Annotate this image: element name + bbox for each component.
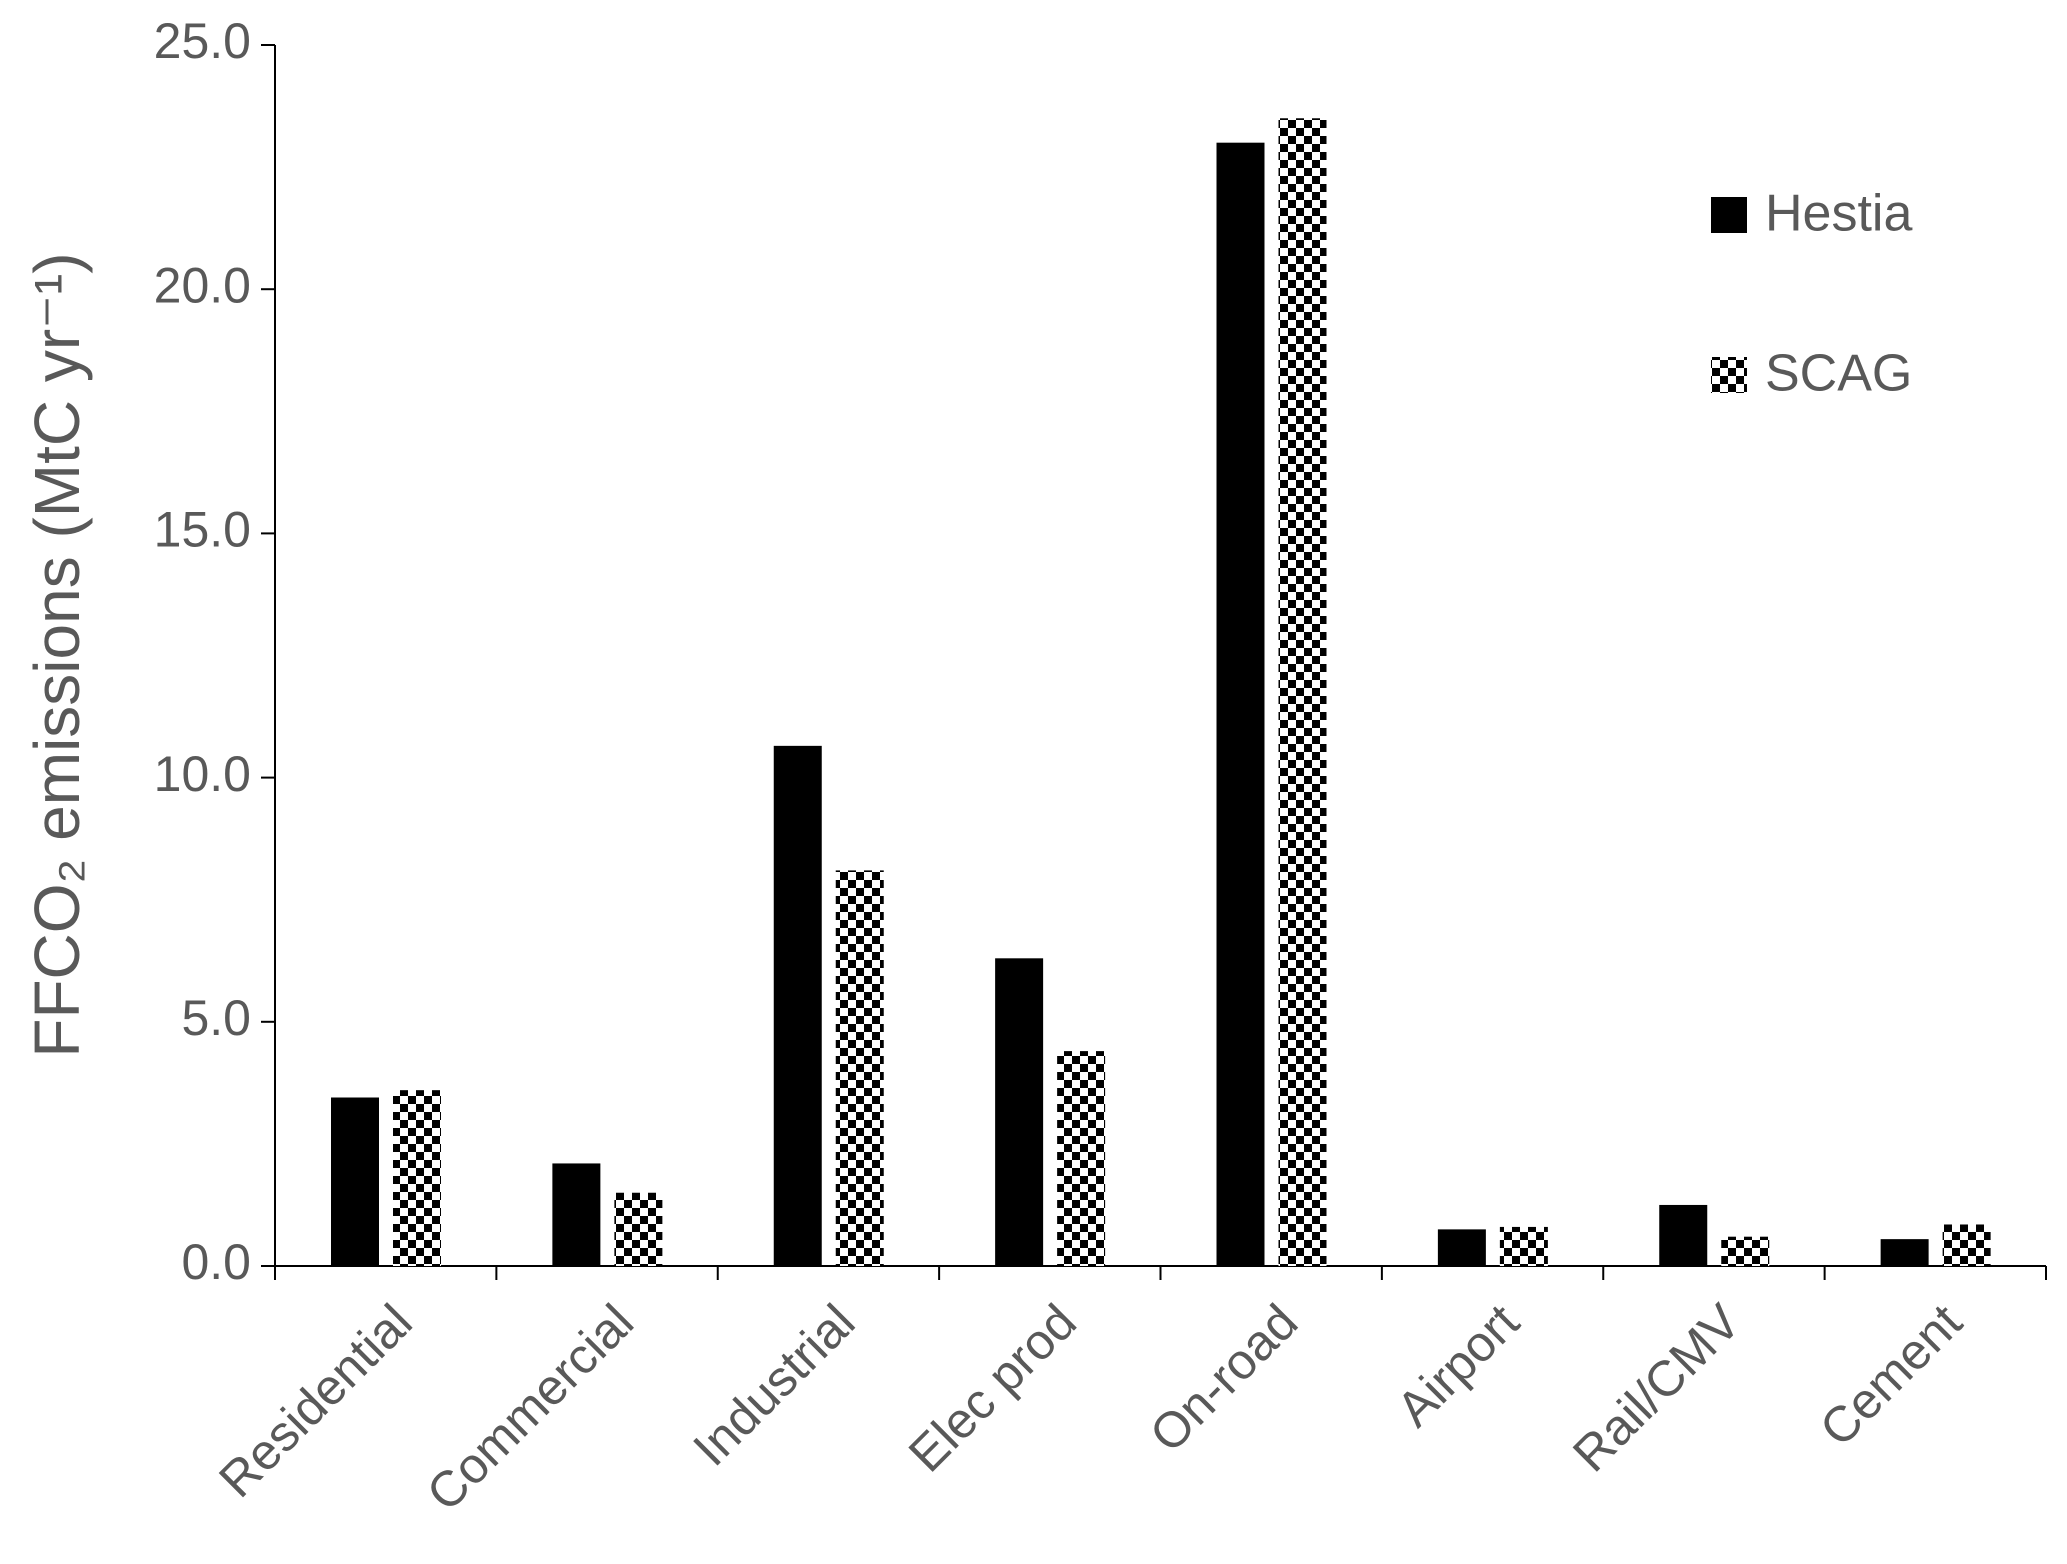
y-tick-label: 5.0	[181, 990, 251, 1046]
x-tick-label: Industrial	[682, 1294, 865, 1477]
x-tick-label: Elec prod	[898, 1294, 1087, 1483]
x-tick-label: Airport	[1386, 1293, 1530, 1437]
bar	[1437, 1229, 1486, 1266]
bar	[1721, 1236, 1770, 1266]
y-tick-label: 0.0	[181, 1234, 251, 1290]
legend-label: SCAG	[1765, 345, 1912, 403]
x-tick-label: Commercial	[416, 1294, 644, 1522]
bar	[835, 870, 884, 1266]
y-tick-label: 25.0	[154, 13, 251, 69]
x-tick-label: Residential	[208, 1294, 423, 1509]
bar	[614, 1192, 663, 1266]
x-tick-label: Cement	[1809, 1293, 1972, 1456]
legend-swatch	[1711, 357, 1747, 393]
bar	[552, 1163, 601, 1266]
x-tick-label: On-road	[1139, 1294, 1308, 1463]
legend-label: Hestia	[1765, 185, 1912, 243]
bar	[331, 1097, 379, 1266]
y-tick-label: 15.0	[154, 502, 251, 558]
bar	[1278, 118, 1327, 1266]
y-tick-label: 10.0	[154, 746, 251, 802]
bar	[1659, 1204, 1708, 1266]
bar	[1057, 1051, 1106, 1266]
bar	[773, 745, 822, 1266]
bar	[1216, 142, 1265, 1267]
legend-swatch	[1711, 197, 1747, 233]
bar	[1499, 1226, 1548, 1266]
bar	[393, 1090, 441, 1266]
bar	[1880, 1239, 1929, 1266]
bar	[1942, 1224, 1991, 1266]
y-tick-label: 20.0	[154, 257, 251, 313]
y-axis-title: FFCO₂ emissions (MtC yr⁻¹)	[21, 252, 93, 1057]
bar	[995, 958, 1044, 1266]
x-tick-label: Rail/CMV	[1562, 1293, 1751, 1482]
